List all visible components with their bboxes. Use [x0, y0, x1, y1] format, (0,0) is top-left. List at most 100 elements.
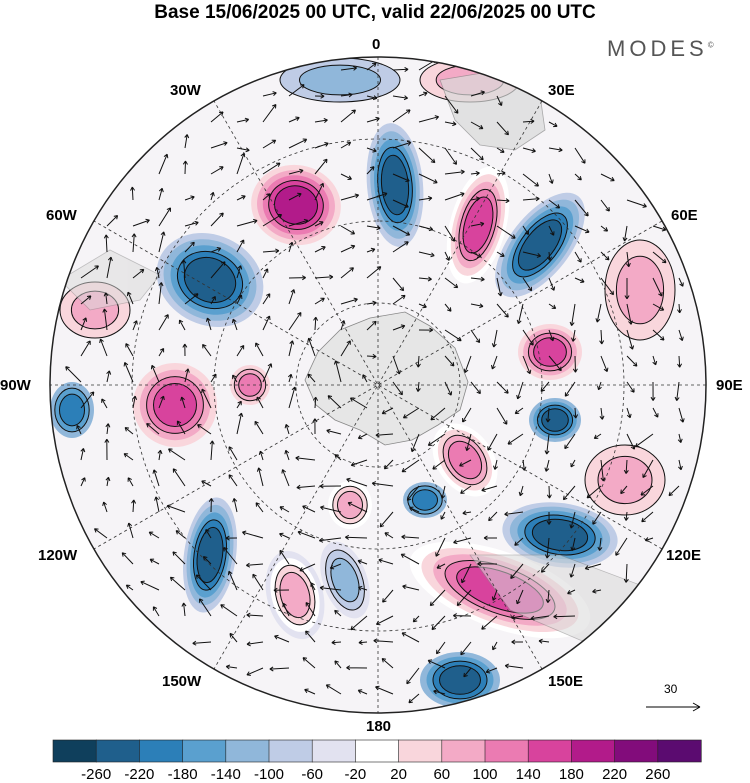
wind-arrow	[522, 251, 542, 258]
reference-vector-label: 30	[664, 682, 678, 696]
wind-arrow	[496, 251, 505, 257]
wind-arrow	[210, 247, 222, 253]
wind-arrow	[284, 449, 290, 461]
wind-arrow	[288, 386, 297, 409]
wind-arrow	[357, 433, 368, 440]
wind-arrow	[642, 459, 654, 479]
wind-arrow	[347, 501, 368, 513]
wind-arrow	[593, 433, 602, 439]
wind-arrow	[640, 485, 654, 496]
wind-arrow	[346, 477, 368, 487]
wind-arrow	[314, 118, 328, 123]
wind-arrow	[415, 381, 421, 392]
lon-label-120w: 120W	[38, 547, 78, 564]
wind-arrow	[158, 153, 169, 175]
wind-arrow	[184, 134, 190, 149]
wind-arrow	[545, 407, 551, 423]
wind-arrow	[383, 459, 394, 470]
wind-arrow	[496, 95, 503, 107]
wind-arrow	[444, 225, 456, 242]
wind-arrow	[470, 221, 485, 227]
wind-arrow	[125, 584, 134, 591]
wind-arrow	[570, 459, 576, 468]
wind-arrow	[444, 303, 452, 312]
wind-arrow	[195, 574, 212, 591]
wind-arrow	[124, 427, 134, 435]
wind-arrow	[678, 407, 685, 423]
wind-arrow	[366, 147, 377, 153]
wind-arrow	[182, 343, 188, 357]
wind-arrow	[314, 221, 324, 227]
wind-arrow	[402, 407, 420, 419]
wind-arrow	[548, 173, 554, 184]
wind-arrow	[433, 689, 446, 695]
wind-arrow	[496, 381, 509, 394]
wind-arrow	[208, 498, 214, 513]
wind-arrow	[564, 381, 576, 397]
wind-arrow	[444, 121, 457, 127]
wind-arrow	[546, 511, 552, 525]
wind-arrow	[548, 199, 561, 209]
wind-arrow	[600, 225, 609, 232]
wind-arrow	[392, 355, 401, 375]
wind-arrow	[432, 459, 446, 470]
wind-arrow	[470, 121, 484, 130]
wind-arrow	[262, 214, 283, 227]
wind-arrow	[236, 239, 245, 253]
wind-arrow	[444, 147, 457, 165]
wind-arrow	[334, 454, 342, 461]
wind-arrow	[595, 303, 602, 323]
wind-arrow	[329, 563, 342, 570]
wind-arrow	[392, 199, 409, 208]
wind-arrow	[288, 84, 305, 97]
wind-arrow	[392, 225, 411, 236]
wind-arrow	[101, 398, 108, 409]
colorbar-swatch	[527, 739, 573, 763]
wind-arrow	[262, 103, 277, 123]
wind-arrow	[313, 316, 319, 331]
colorbar-tick-label: 180	[558, 766, 584, 783]
colorbar-swatch	[614, 739, 659, 763]
wind-arrow	[154, 496, 160, 513]
wind-arrow	[340, 267, 354, 279]
wind-arrow	[518, 485, 524, 497]
wind-arrow	[340, 65, 358, 71]
wind-arrow	[201, 388, 212, 409]
colorbar-swatch	[657, 739, 702, 763]
wind-arrow	[262, 268, 269, 279]
wind-arrow	[225, 535, 238, 541]
wind-arrow	[440, 485, 446, 499]
wind-arrow	[574, 251, 582, 263]
wind-arrow	[459, 459, 472, 467]
wind-arrow	[202, 556, 212, 565]
wind-arrow	[496, 121, 509, 136]
anomaly-contour	[273, 185, 319, 225]
wind-arrow	[544, 433, 550, 455]
wind-arrow	[540, 563, 550, 573]
wind-arrow	[522, 225, 529, 235]
colorbar-tick-label: 60	[433, 766, 451, 783]
wind-arrow	[625, 251, 631, 268]
wind-arrow	[126, 291, 134, 305]
lon-label-90e: 90E	[716, 377, 743, 394]
map-border	[49, 56, 707, 714]
wind-arrow	[236, 265, 243, 279]
wind-arrow	[127, 522, 134, 539]
wind-arrow	[184, 220, 199, 227]
wind-arrow	[470, 147, 484, 161]
wind-arrow	[140, 580, 160, 591]
wind-arrow	[381, 407, 394, 415]
wind-arrow	[477, 561, 498, 567]
wind-arrow	[80, 317, 88, 331]
wind-arrow	[378, 558, 394, 565]
wind-arrow	[281, 469, 290, 487]
wind-arrow	[184, 293, 199, 305]
wind-arrow	[470, 170, 480, 176]
wind-arrow	[418, 303, 427, 309]
wind-arrow	[236, 195, 246, 201]
wind-arrow	[334, 660, 342, 669]
anomaly-contour	[615, 255, 665, 325]
colorbar-swatch	[225, 739, 270, 763]
wind-arrow	[350, 459, 368, 467]
wind-arrow	[418, 173, 438, 184]
